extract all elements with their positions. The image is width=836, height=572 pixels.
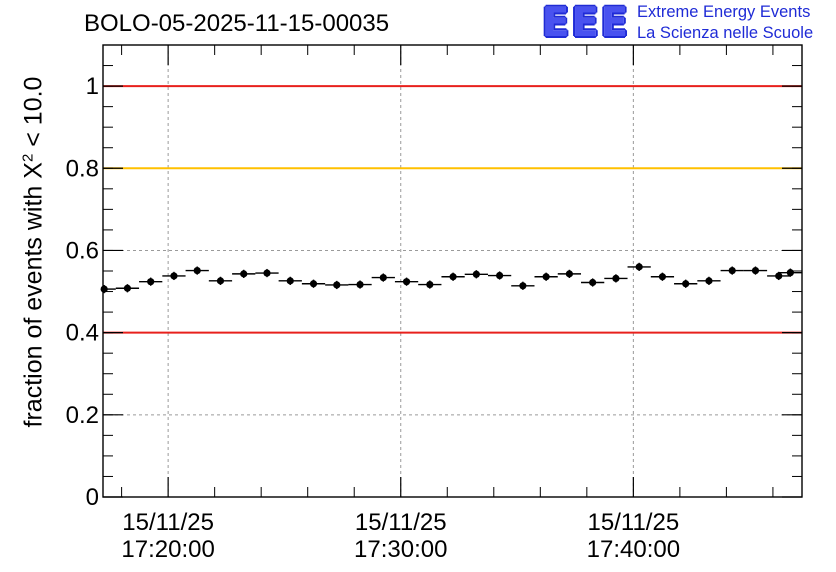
data-point: [426, 280, 434, 289]
data-point: [309, 280, 318, 288]
y-tick-label: 0.4: [66, 320, 99, 347]
x-tick-label-time: 17:30:00: [354, 536, 447, 563]
data-point: [216, 277, 225, 285]
data-point: [775, 272, 783, 280]
data-point: [356, 280, 364, 289]
x-tick-label-date: 15/11/25: [355, 509, 447, 536]
data-point: [170, 272, 178, 280]
data-point: [449, 273, 457, 281]
y-tick-label: 0.8: [66, 155, 99, 182]
data-point: [542, 273, 550, 281]
tick-labels: 00.20.40.60.8115/11/2517:20:0015/11/2517…: [66, 73, 680, 563]
y-tick-label: 0.6: [66, 237, 99, 264]
data-point: [123, 284, 132, 292]
logo-mark-outline: EEE: [542, 0, 630, 46]
data-point: [751, 266, 760, 275]
eee-logo: EEE EEE Extreme Energy Events La Scienza…: [540, 0, 830, 46]
data-point: [728, 266, 736, 275]
data-point: [147, 278, 155, 286]
axis-ticks: [103, 44, 802, 498]
x-tick-label-date: 15/11/25: [122, 509, 214, 536]
y-tick-label: 0.2: [66, 402, 99, 429]
logo-text-line2: La Scienza nelle Scuole: [637, 24, 814, 42]
data-point: [519, 282, 527, 290]
data-point: [193, 266, 201, 275]
data-point: [379, 273, 387, 282]
data-point: [612, 274, 620, 282]
data-point: [263, 269, 271, 277]
reference-lines: [103, 85, 802, 334]
data-point: [565, 270, 573, 278]
data-point: [682, 280, 690, 288]
data-point: [496, 271, 504, 280]
data-point: [286, 277, 294, 285]
logo-mark: EEE: [542, 0, 630, 46]
x-tick-label-time: 17:20:00: [121, 536, 214, 563]
chart-title: BOLO-05-2025-11-15-00035: [84, 10, 390, 37]
data-point: [589, 278, 597, 287]
data-point: [635, 263, 643, 271]
data-point: [240, 270, 248, 278]
data-point: [333, 281, 341, 289]
data-point: [705, 277, 713, 285]
logo-text-line1: Extreme Energy Events: [637, 3, 811, 21]
data-point: [786, 269, 794, 277]
data-point: [658, 273, 667, 281]
y-tick-label: 1: [86, 73, 99, 100]
data-point: [402, 278, 411, 286]
x-tick-label-time: 17:40:00: [587, 536, 680, 563]
data-points: [100, 262, 802, 294]
data-point: [472, 270, 480, 278]
y-tick-label: 0: [86, 484, 99, 511]
x-tick-label-date: 15/11/25: [588, 509, 680, 536]
